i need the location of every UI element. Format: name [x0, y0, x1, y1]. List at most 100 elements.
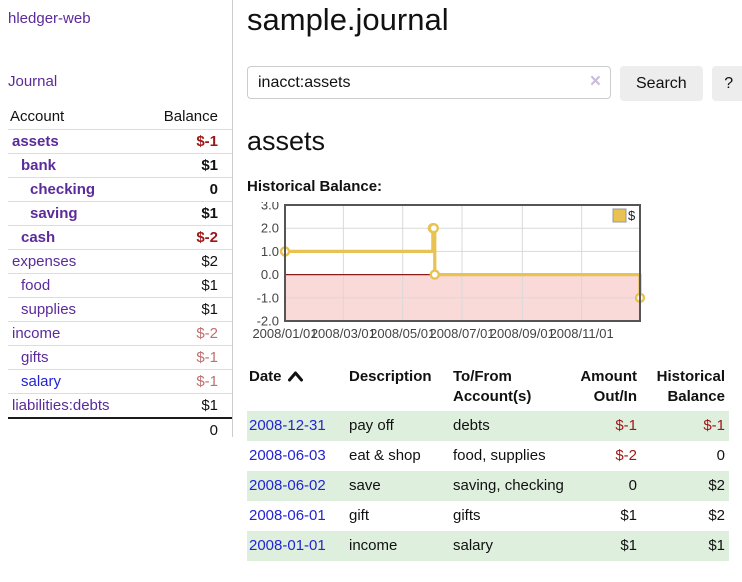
- account-row: checking 0: [8, 177, 232, 202]
- transaction-description: income: [349, 537, 398, 554]
- search-input[interactable]: [247, 66, 611, 99]
- page: hledger-web Journal Account Balance asse…: [0, 0, 742, 561]
- account-row: cash $-2: [8, 225, 232, 250]
- x-axis-tick-label: 2008/05/01: [370, 326, 435, 341]
- accounts-column-header: Account: [10, 108, 65, 125]
- y-axis-tick-label: 1.0: [261, 244, 279, 259]
- app-title-link[interactable]: hledger-web: [8, 10, 91, 27]
- transaction-row: 2008-06-01 gift gifts $1 $2: [247, 501, 729, 531]
- account-balance: $1: [201, 205, 218, 222]
- data-point-marker: [429, 269, 440, 280]
- transaction-accounts: saving, checking: [453, 477, 564, 494]
- transaction-date-link[interactable]: 2008-01-01: [249, 537, 326, 554]
- transaction-accounts: gifts: [453, 507, 481, 524]
- transaction-balance: $2: [708, 507, 725, 524]
- column-header-to-from: To/From Account(s): [453, 368, 532, 405]
- account-row: food $1: [8, 273, 232, 298]
- transaction-row: 2008-01-01 income salary $1 $1: [247, 531, 729, 561]
- account-balance: $1: [201, 277, 218, 294]
- y-axis-tick-label: 2.0: [261, 221, 279, 236]
- accounts-total-value: 0: [209, 422, 218, 439]
- balance-column-header: Balance: [163, 108, 218, 125]
- transaction-date-link[interactable]: 2008-06-02: [249, 477, 326, 494]
- account-row: expenses $2: [8, 249, 232, 274]
- account-link-liabilities-debts[interactable]: liabilities:debts: [12, 397, 110, 414]
- account-balance: $-2: [196, 229, 218, 246]
- transaction-description: eat & shop: [349, 447, 421, 464]
- account-balance: $1: [201, 397, 218, 414]
- column-header-amount: Amount Out/In: [580, 368, 637, 405]
- clear-search-icon[interactable]: ×: [589, 71, 601, 92]
- main-content: sample.journal × Search ? assets Histori…: [233, 0, 742, 561]
- transaction-row: 2008-06-02 save saving, checking 0 $2: [247, 471, 729, 501]
- search-box: ×: [247, 66, 611, 101]
- sidebar: hledger-web Journal Account Balance asse…: [0, 0, 233, 439]
- transaction-row: 2008-12-31 pay off debts $-1 $-1: [247, 411, 729, 441]
- x-axis-tick-label: 2008/03/01: [311, 326, 376, 341]
- account-title: assets: [247, 126, 326, 156]
- transaction-balance: 0: [716, 447, 725, 464]
- account-link-salary[interactable]: salary: [21, 373, 62, 390]
- account-balance: 0: [209, 181, 218, 198]
- sidebar-item-journal[interactable]: Journal: [8, 73, 58, 90]
- account-link-expenses[interactable]: expenses: [12, 253, 77, 270]
- x-axis-tick-label: 2008/01/01: [252, 326, 317, 341]
- transaction-date-link[interactable]: 2008-06-03: [249, 447, 326, 464]
- search-bar: × Search ?: [247, 66, 742, 101]
- legend-swatch: [612, 208, 627, 223]
- transaction-date-link[interactable]: 2008-06-01: [249, 507, 326, 524]
- accounts-total-row: 0: [8, 418, 232, 442]
- search-button[interactable]: Search: [620, 66, 703, 101]
- column-header-description: Description: [349, 368, 432, 385]
- data-point-marker: [428, 223, 440, 234]
- account-row: salary $-1: [8, 369, 232, 394]
- legend-label: $: [628, 208, 636, 223]
- account-link-checking[interactable]: checking: [30, 181, 96, 198]
- y-axis-tick-label: -2.0: [257, 314, 279, 329]
- transaction-accounts: debts: [453, 417, 490, 434]
- transaction-description: gift: [349, 507, 370, 524]
- transaction-accounts: salary: [453, 537, 494, 554]
- account-link-saving[interactable]: saving: [30, 205, 78, 222]
- account-balance: $-1: [196, 349, 218, 366]
- x-axis-tick-label: 2008/07/01: [429, 326, 494, 341]
- account-link-cash[interactable]: cash: [21, 229, 56, 246]
- account-link-bank[interactable]: bank: [21, 157, 57, 174]
- account-row: income $-2: [8, 321, 232, 346]
- account-row: gifts $-1: [8, 345, 232, 370]
- account-link-assets[interactable]: assets: [12, 133, 59, 150]
- x-axis-tick-label: 2008/11/01: [550, 326, 614, 341]
- transaction-description: pay off: [349, 417, 394, 434]
- account-row: liabilities:debts $1: [8, 393, 232, 419]
- sort-ascending-icon[interactable]: [287, 371, 303, 382]
- account-balance: $-1: [196, 133, 218, 150]
- account-balance: $2: [201, 253, 218, 270]
- transaction-balance: $2: [708, 477, 725, 494]
- y-axis-tick-label: 0.0: [261, 267, 279, 282]
- transaction-description: save: [349, 477, 381, 494]
- account-link-income[interactable]: income: [12, 325, 61, 342]
- help-button[interactable]: ?: [711, 66, 742, 101]
- transaction-amount: $-1: [615, 417, 637, 434]
- transaction-date-link[interactable]: 2008-12-31: [249, 417, 326, 434]
- register-table: Date Description To/From Account(s) Amount Ou…: [247, 363, 729, 561]
- account-link-gifts[interactable]: gifts: [21, 349, 49, 366]
- transaction-amount: $1: [620, 507, 637, 524]
- account-row: assets $-1: [8, 129, 232, 154]
- transaction-accounts: food, supplies: [453, 447, 546, 464]
- account-row: supplies $1: [8, 297, 232, 322]
- account-row: bank $1: [8, 153, 232, 178]
- y-axis-tick-label: -1.0: [257, 290, 279, 305]
- transaction-row: 2008-06-03 eat & shop food, supplies $-2 0: [247, 441, 729, 471]
- chart-svg: $3.0 2.0 1.0 0.0 -1.0 -2.02008/01/012008/03/0…: [252, 198, 646, 341]
- y-axis-tick-label: 3.0: [261, 202, 279, 213]
- account-row: saving $1: [8, 201, 232, 226]
- account-balance: $1: [201, 157, 218, 174]
- account-link-food[interactable]: food: [21, 277, 51, 294]
- account-balance: $-1: [196, 373, 218, 390]
- account-link-supplies[interactable]: supplies: [21, 301, 77, 318]
- account-balance: $-2: [196, 325, 218, 342]
- column-header-date[interactable]: Date: [247, 363, 347, 411]
- historical-balance-chart[interactable]: $3.0 2.0 1.0 0.0 -1.0 -2.0 2008/01/01 2008/03/0…: [247, 198, 742, 351]
- chart-label: Historical Balance:: [247, 178, 383, 195]
